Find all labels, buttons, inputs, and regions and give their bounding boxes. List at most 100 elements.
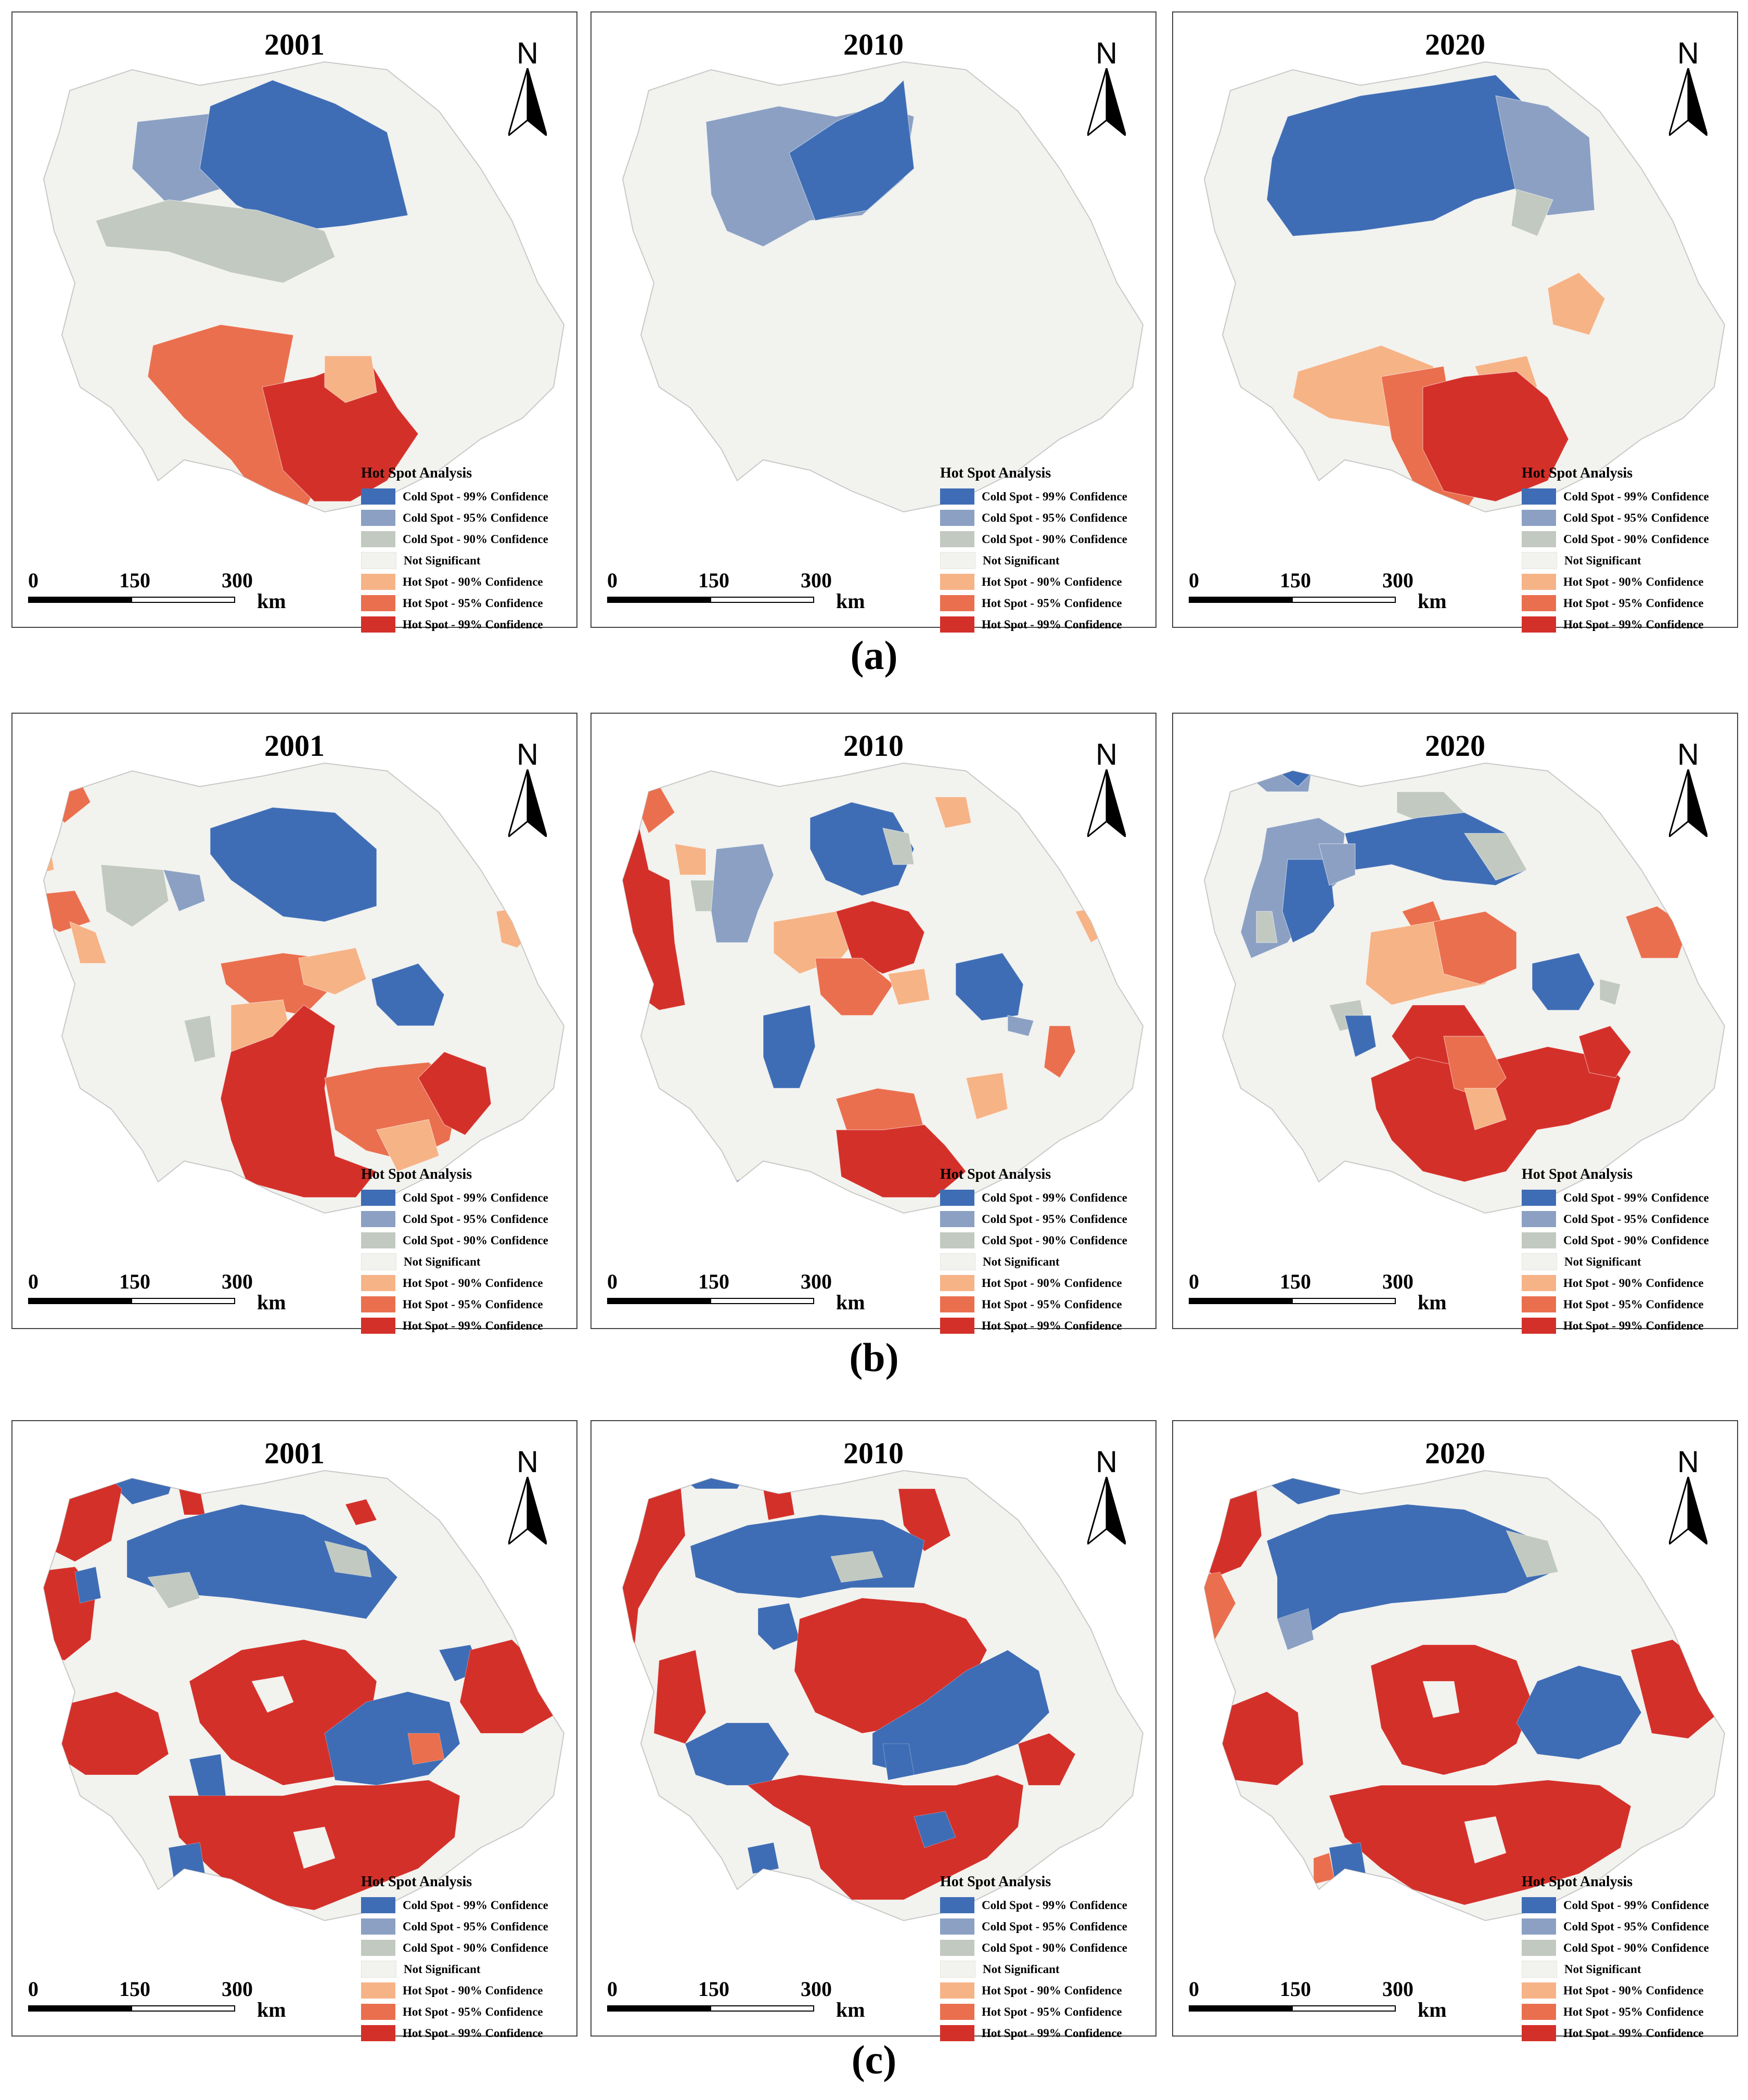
subfigure-caption: (c) [851, 2037, 897, 2082]
scale-segment [1189, 1298, 1293, 1304]
legend-label: Hot Spot - 95% Confidence [982, 596, 1122, 610]
region-map [622, 61, 1144, 513]
legend-label: Cold Spot - 95% Confidence [403, 1212, 548, 1226]
scale-segment [607, 1298, 711, 1304]
scale-unit: km [257, 1291, 286, 1314]
hotspot-region [711, 843, 774, 943]
map-legend: Hot Spot Analysis Cold Spot - 99% Confide… [1522, 465, 1735, 635]
hotspot-region [685, 1722, 790, 1786]
legend-item: Not Significant [940, 550, 1153, 571]
legend-swatch [1522, 2004, 1556, 2020]
legend-title: Hot Spot Analysis [1522, 1874, 1633, 1890]
legend-label: Hot Spot - 90% Confidence [1563, 575, 1704, 588]
legend-label: Hot Spot - 99% Confidence [1563, 2026, 1704, 2040]
scale-unit: km [836, 589, 865, 613]
legend-swatch [1522, 1275, 1556, 1291]
legend-swatch [361, 1318, 395, 1334]
legend-item: Cold Spot - 99% Confidence [940, 1187, 1153, 1208]
hotspot-region [324, 355, 377, 403]
scale-label: 0 [1189, 569, 1199, 592]
legend-item: Hot Spot - 90% Confidence [1522, 1980, 1735, 2001]
legend-swatch [940, 2004, 974, 2020]
map-panel-c-2010: 2010 N Hot Spot Analysis Cold Spot - 99% Co… [590, 1420, 1156, 2041]
legend-item: Hot Spot - 99% Confidence [361, 2022, 574, 2044]
map-legend: Hot Spot Analysis Cold Spot - 99% Confide… [940, 1874, 1153, 2044]
hotspot-region [298, 947, 367, 995]
panel-year-title: 2001 [264, 729, 325, 763]
hotspot-region [757, 1603, 800, 1651]
scale-label: 300 [801, 569, 832, 592]
legend-swatch [940, 1897, 974, 1913]
hotspot-region [830, 1551, 883, 1583]
scale-unit: km [1418, 589, 1447, 613]
panel-year-title: 2010 [843, 729, 904, 763]
legend-item: Cold Spot - 95% Confidence [361, 1208, 574, 1230]
legend-item: Hot Spot - 99% Confidence [361, 1315, 574, 1336]
scale-segment [28, 597, 132, 603]
legend-swatch [940, 1918, 974, 1935]
legend-label: Hot Spot - 99% Confidence [403, 2026, 543, 2040]
hotspot-region [1018, 1733, 1076, 1786]
north-arrow-icon: N [1078, 737, 1135, 841]
hotspot-region [898, 1488, 951, 1552]
legend-label: Hot Spot - 95% Confidence [403, 596, 543, 610]
scale-bar: 0 150 300 km [28, 1269, 286, 1316]
legend-label: Cold Spot - 99% Confidence [1563, 1898, 1709, 1912]
legend-swatch [940, 510, 974, 526]
subfigure-caption: (a) [850, 633, 898, 678]
scale-bar: 0 150 300 km [607, 1269, 865, 1316]
north-label: N [1677, 36, 1699, 70]
legend-label: Hot Spot - 90% Confidence [1563, 1276, 1704, 1290]
scale-label: 0 [607, 569, 618, 592]
hotspot-region [345, 1499, 377, 1526]
north-label: N [1096, 738, 1117, 771]
hotspot-region [674, 843, 706, 875]
panel-year-title: 2001 [264, 1436, 325, 1470]
map-legend: Hot Spot Analysis Cold Spot - 99% Confide… [361, 1166, 574, 1336]
scale-segment [710, 597, 814, 603]
legend-label: Cold Spot - 95% Confidence [1563, 511, 1709, 524]
hotspot-region [747, 1774, 1024, 1900]
hotspot-region [1599, 978, 1621, 1006]
hotspot-region [1464, 1088, 1507, 1130]
north-arrow-icon: N [499, 36, 556, 140]
legend-label: Hot Spot - 90% Confidence [403, 1983, 543, 1997]
legend-swatch [1522, 552, 1557, 569]
scale-label: 300 [801, 1270, 832, 1293]
legend-label: Not Significant [983, 1255, 1060, 1268]
hotspot-region [293, 1826, 336, 1869]
legend-item: Cold Spot - 90% Confidence [361, 529, 574, 550]
legend-label: Cold Spot - 90% Confidence [1563, 1233, 1709, 1247]
map-panel-b-2020: 2020 N Hot Spot Analysis Cold Spot - 99% Co… [1172, 713, 1738, 1334]
scale-label: 150 [119, 1270, 150, 1293]
legend-label: Not Significant [404, 1962, 481, 1976]
legend-label: Cold Spot - 95% Confidence [982, 1212, 1127, 1226]
hotspot-region [966, 1072, 1008, 1120]
hotspot-region [1344, 1015, 1377, 1058]
region-map [1203, 61, 1726, 513]
legend-swatch [1522, 1318, 1556, 1334]
hotspot-region [1266, 74, 1533, 237]
scale-label: 0 [607, 1270, 618, 1293]
hotspot-region [882, 828, 915, 865]
legend-label: Hot Spot - 90% Confidence [403, 575, 543, 588]
legend-item: Hot Spot - 99% Confidence [940, 1315, 1153, 1336]
legend-swatch [1522, 1253, 1557, 1270]
north-label: N [1677, 1445, 1699, 1479]
scale-label: 150 [698, 569, 729, 592]
hotspot-region [653, 1650, 706, 1744]
legend-item: Hot Spot - 99% Confidence [1522, 1315, 1735, 1336]
hotspot-region [376, 1119, 440, 1172]
map-panel-a-2010: 2010 N Hot Spot Analysis Cold Spot - 99% Co… [590, 11, 1156, 633]
legend-item: Hot Spot - 99% Confidence [1522, 614, 1735, 635]
hotspot-region [1422, 371, 1569, 502]
legend-item: Cold Spot - 95% Confidence [361, 507, 574, 529]
legend-label: Hot Spot - 99% Confidence [1563, 617, 1704, 631]
scale-unit: km [1418, 1998, 1447, 2021]
legend-label: Cold Spot - 90% Confidence [982, 1233, 1127, 1247]
map-panel-a-2020: 2020 N Hot Spot Analysis Cold Spot - 99% Co… [1172, 11, 1738, 633]
scale-bar: 0 150 300 km [607, 568, 865, 615]
legend-item: Not Significant [1522, 1959, 1735, 1980]
map-legend: Hot Spot Analysis Cold Spot - 99% Confide… [361, 465, 574, 635]
panel-year-title: 2010 [843, 28, 904, 61]
